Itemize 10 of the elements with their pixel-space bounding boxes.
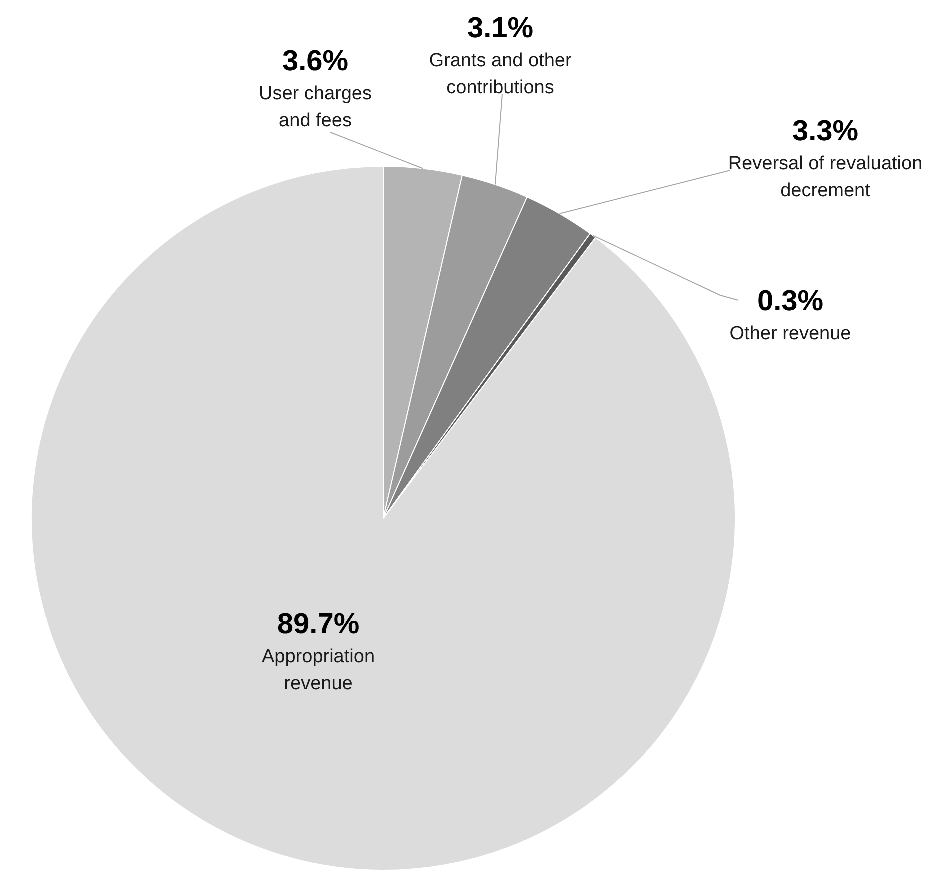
slice-label: Appropriation revenue	[262, 646, 376, 694]
data-label: 0.3%	[757, 286, 824, 318]
slice-label: Reversal of revaluation decrement	[728, 154, 923, 202]
data-label: 3.1%	[467, 12, 534, 44]
slice-label: Other revenue	[730, 324, 852, 344]
data-label: 3.6%	[282, 46, 349, 78]
data-label: 89.7%	[277, 608, 360, 640]
slice-label: User charges and fees	[259, 84, 372, 132]
data-label: 3.3%	[792, 116, 859, 148]
slice-label: Grants and other contributions	[429, 50, 572, 98]
